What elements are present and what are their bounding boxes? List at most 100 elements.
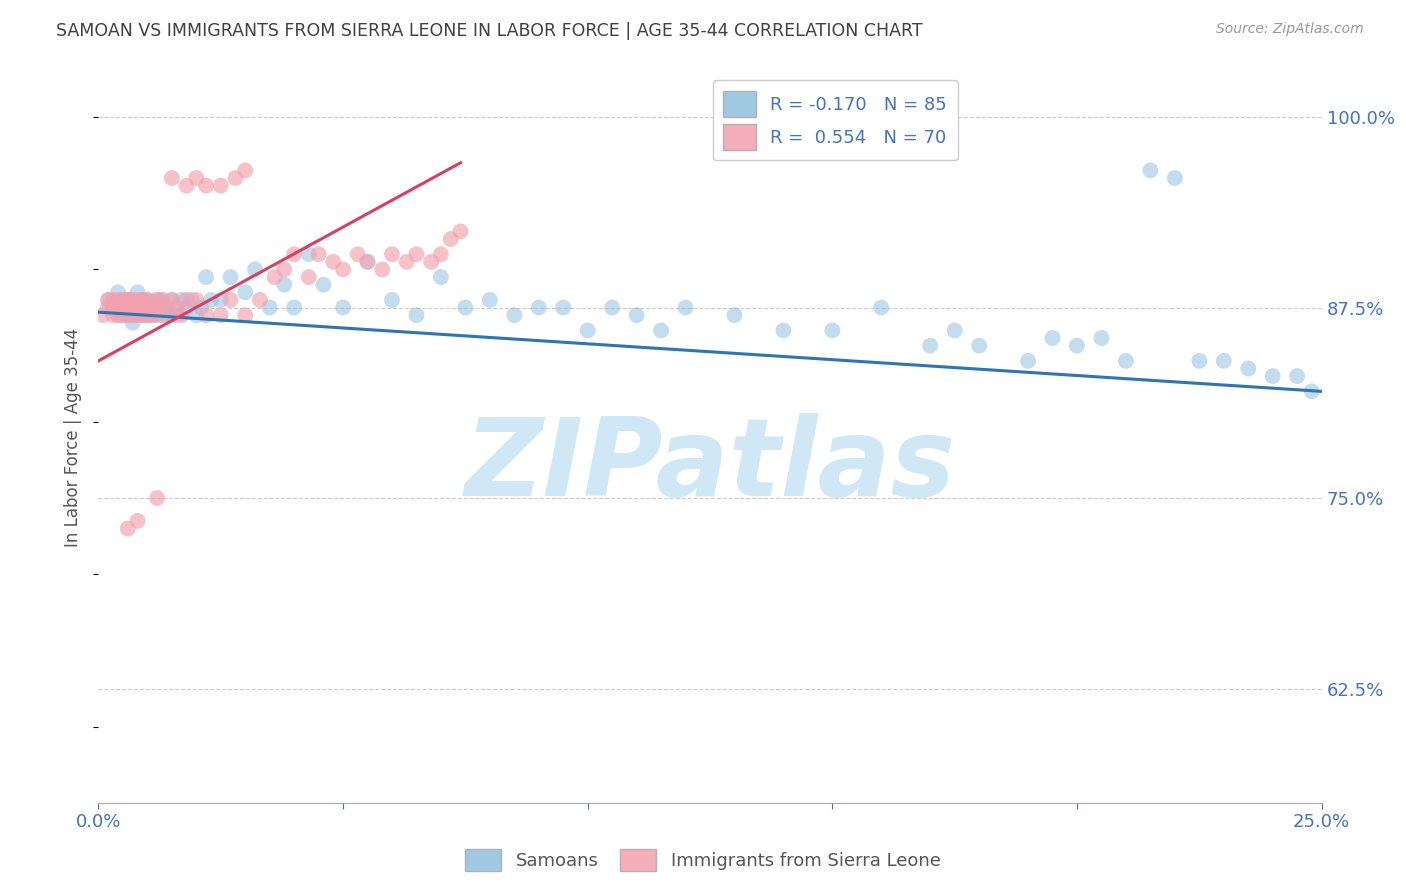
Point (332, 262, 354, 277)
Point (430, 247, 453, 261)
Point (381, 247, 404, 261)
Point (224, 171, 246, 186)
Point (1188, 354, 1211, 368)
Point (967, 339, 990, 353)
Point (121, 293, 143, 307)
Point (107, 308, 129, 322)
Point (117, 293, 139, 307)
Point (150, 293, 173, 307)
Point (195, 178, 218, 193)
Point (263, 270, 285, 285)
Point (176, 293, 198, 307)
Point (160, 293, 183, 307)
Point (298, 270, 321, 285)
Point (141, 308, 163, 322)
Point (420, 255, 443, 269)
Point (166, 308, 188, 322)
Point (405, 308, 427, 322)
Point (101, 301, 124, 315)
Point (97, 293, 120, 307)
Point (1212, 354, 1234, 368)
Point (209, 293, 232, 307)
Point (111, 301, 134, 315)
Point (160, 293, 183, 307)
Point (91, 308, 114, 322)
Point (440, 232, 463, 246)
Point (150, 308, 173, 322)
Point (650, 323, 672, 337)
Point (127, 308, 149, 322)
Point (527, 301, 550, 315)
Point (1237, 361, 1260, 376)
Point (478, 293, 501, 307)
Point (131, 308, 153, 322)
Point (772, 323, 794, 337)
Point (146, 491, 169, 505)
Point (111, 293, 134, 307)
Point (1115, 354, 1137, 368)
Point (1017, 354, 1039, 368)
Point (1301, 384, 1323, 399)
Point (233, 163, 256, 178)
Point (723, 308, 745, 322)
Point (127, 285, 149, 300)
Point (381, 293, 404, 307)
Point (219, 293, 242, 307)
Point (943, 323, 966, 337)
Point (219, 270, 242, 285)
Point (146, 301, 169, 315)
Point (176, 178, 198, 193)
Point (576, 323, 599, 337)
Text: ZIPatlas: ZIPatlas (464, 413, 956, 519)
Point (156, 301, 179, 315)
Point (117, 521, 139, 535)
Point (176, 301, 198, 315)
Point (1042, 331, 1064, 345)
Point (166, 301, 188, 315)
Point (136, 308, 159, 322)
Point (273, 262, 295, 277)
Point (127, 293, 149, 307)
Point (1261, 369, 1284, 384)
Point (298, 247, 321, 261)
Point (136, 293, 159, 307)
Point (111, 308, 134, 322)
Legend: Samoans, Immigrants from Sierra Leone: Samoans, Immigrants from Sierra Leone (458, 842, 948, 879)
Point (870, 301, 893, 315)
Text: Source: ZipAtlas.com: Source: ZipAtlas.com (1216, 22, 1364, 37)
Point (141, 301, 163, 315)
Point (209, 178, 232, 193)
Point (131, 293, 153, 307)
Point (626, 308, 648, 322)
Point (111, 301, 134, 315)
Point (1090, 331, 1112, 345)
Point (233, 285, 256, 300)
Point (209, 308, 232, 322)
Point (111, 293, 134, 307)
Point (127, 301, 149, 315)
Point (131, 301, 153, 315)
Point (308, 247, 330, 261)
Point (170, 293, 193, 307)
Point (180, 293, 202, 307)
Point (430, 270, 453, 285)
Point (111, 301, 134, 315)
Point (186, 293, 208, 307)
Point (160, 171, 183, 186)
Point (146, 308, 169, 322)
Point (356, 255, 378, 269)
Point (117, 301, 139, 315)
Point (121, 316, 143, 330)
Point (141, 301, 163, 315)
Point (150, 301, 173, 315)
Point (283, 301, 305, 315)
Point (121, 308, 143, 322)
Point (121, 301, 143, 315)
Point (322, 255, 344, 269)
Point (117, 293, 139, 307)
Point (346, 247, 368, 261)
Point (195, 270, 218, 285)
Point (1286, 369, 1309, 384)
Point (101, 308, 124, 322)
Point (156, 308, 179, 322)
